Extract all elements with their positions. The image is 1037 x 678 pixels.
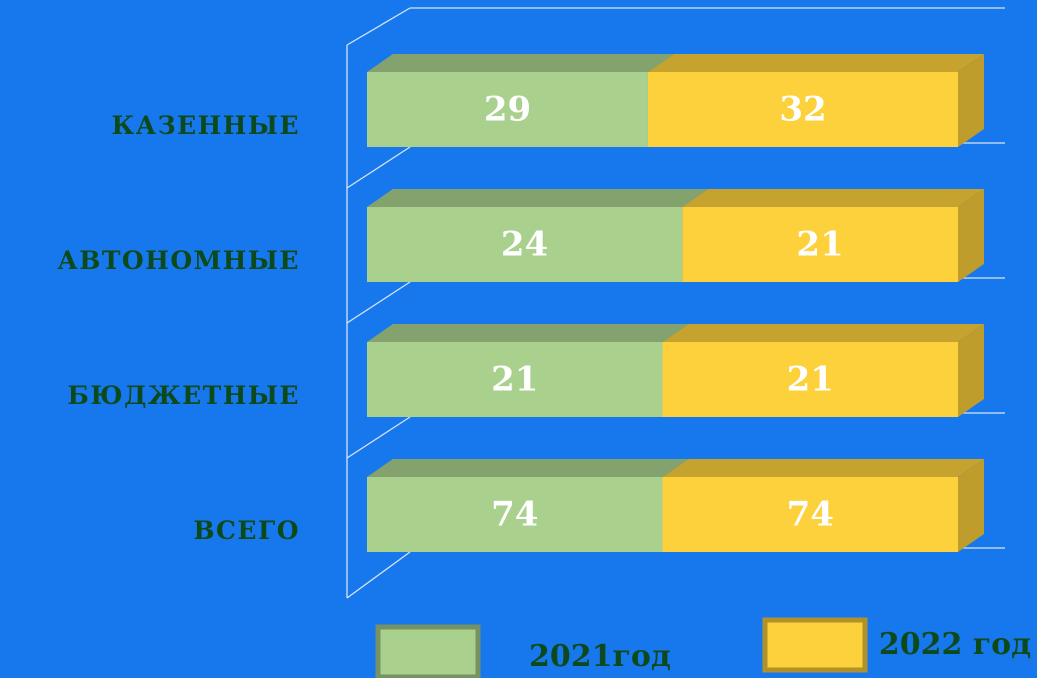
bar-front — [367, 207, 683, 282]
bar-front — [367, 72, 648, 147]
data-label: 21 — [796, 225, 843, 265]
chart-frame — [346, 7, 1005, 599]
bar-top — [367, 459, 689, 477]
bar-segment — [367, 324, 689, 417]
data-label: 32 — [779, 90, 826, 130]
bar-segment — [647, 54, 984, 147]
bar-segment — [662, 324, 984, 417]
legend-label: 2021год — [529, 639, 671, 674]
data-label: 21 — [491, 360, 538, 400]
bar-side — [958, 324, 984, 417]
bar-top — [647, 54, 984, 72]
bar-segment — [367, 189, 709, 282]
bar-segment — [367, 54, 674, 147]
bar-top — [367, 324, 689, 342]
category-label: КАЗЕННЫЕ — [111, 111, 300, 140]
bar-segment — [367, 459, 689, 552]
bar-side — [958, 459, 984, 552]
legend-swatch — [375, 624, 481, 678]
bar-front — [682, 207, 958, 282]
legend-swatch — [762, 617, 868, 673]
bar-segment — [662, 459, 984, 552]
data-label: 29 — [484, 90, 531, 130]
bar-front — [647, 72, 958, 147]
data-label: 74 — [787, 495, 834, 535]
data-label: 21 — [787, 360, 834, 400]
bar-side — [958, 189, 984, 282]
bar-front — [662, 477, 958, 552]
bar-top — [682, 189, 984, 207]
bar-front — [367, 477, 663, 552]
bar-top — [662, 459, 984, 477]
bar-segment — [682, 189, 984, 282]
bar-top — [662, 324, 984, 342]
data-label: 24 — [501, 225, 548, 265]
category-label: БЮДЖЕТНЫЕ — [68, 381, 300, 410]
data-label: 74 — [491, 495, 538, 535]
bar-front — [662, 342, 958, 417]
bar-top — [367, 189, 709, 207]
category-label: ВСЕГО — [193, 516, 300, 545]
bar-side — [958, 54, 984, 147]
bar-top — [367, 54, 674, 72]
bar-front — [367, 342, 663, 417]
category-label: АВТОНОМНЫЕ — [57, 246, 300, 275]
legend-label: 2022 год — [879, 627, 1031, 662]
